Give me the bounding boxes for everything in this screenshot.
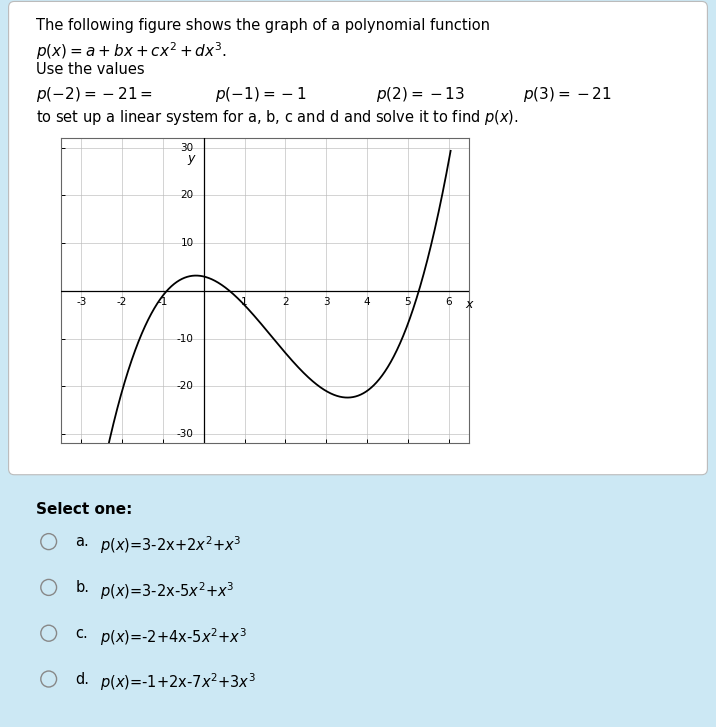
Text: -3: -3 [76,297,87,307]
Text: b.: b. [75,580,90,595]
Text: y: y [188,153,195,166]
Text: 30: 30 [180,142,193,153]
Text: -20: -20 [177,381,193,391]
Text: 5: 5 [405,297,411,307]
FancyBboxPatch shape [9,1,707,475]
Text: $\mathit{p}(x)$=3-2x-5$x^2$+$x^3$: $\mathit{p}(x)$=3-2x-5$x^2$+$x^3$ [100,580,235,602]
Text: Select one:: Select one: [36,502,132,517]
Text: 2: 2 [282,297,289,307]
Text: $\mathit{p}(x)$=-1+2x-7$x^2$+3$x^3$: $\mathit{p}(x)$=-1+2x-7$x^2$+3$x^3$ [100,672,256,694]
Text: -2: -2 [117,297,127,307]
Text: Use the values: Use the values [36,62,145,77]
Text: 6: 6 [445,297,452,307]
Text: $p(-1) = -1$: $p(-1) = -1$ [215,85,306,104]
Text: $\mathit{p}(x)$=3-2x+2$x^2$+$x^3$: $\mathit{p}(x)$=3-2x+2$x^2$+$x^3$ [100,534,241,556]
Text: a.: a. [75,534,89,550]
Text: 10: 10 [180,238,193,248]
Text: c.: c. [75,626,88,641]
Text: 1: 1 [241,297,248,307]
Text: -10: -10 [177,334,193,344]
Text: d.: d. [75,672,90,687]
Text: $\mathit{p}(x)$=-2+4x-5$x^2$+$x^3$: $\mathit{p}(x)$=-2+4x-5$x^2$+$x^3$ [100,626,247,648]
Text: 4: 4 [364,297,370,307]
Text: $p(2) = -13$: $p(2) = -13$ [376,85,465,104]
Text: -1: -1 [158,297,168,307]
Text: to set up a linear system for a, b, c and d and solve it to find $p(x)$.: to set up a linear system for a, b, c an… [36,108,518,127]
Text: $p(-2) = -21 =$: $p(-2) = -21 =$ [36,85,153,104]
Text: 20: 20 [180,190,193,201]
Text: 3: 3 [323,297,329,307]
Text: $p(x) = a + bx + cx^2 + dx^3.$: $p(x) = a + bx + cx^2 + dx^3.$ [36,40,227,62]
Text: $p(3) = -21$: $p(3) = -21$ [523,85,611,104]
Text: x: x [465,298,473,311]
Text: -30: -30 [177,429,193,439]
Text: The following figure shows the graph of a polynomial function: The following figure shows the graph of … [36,18,490,33]
